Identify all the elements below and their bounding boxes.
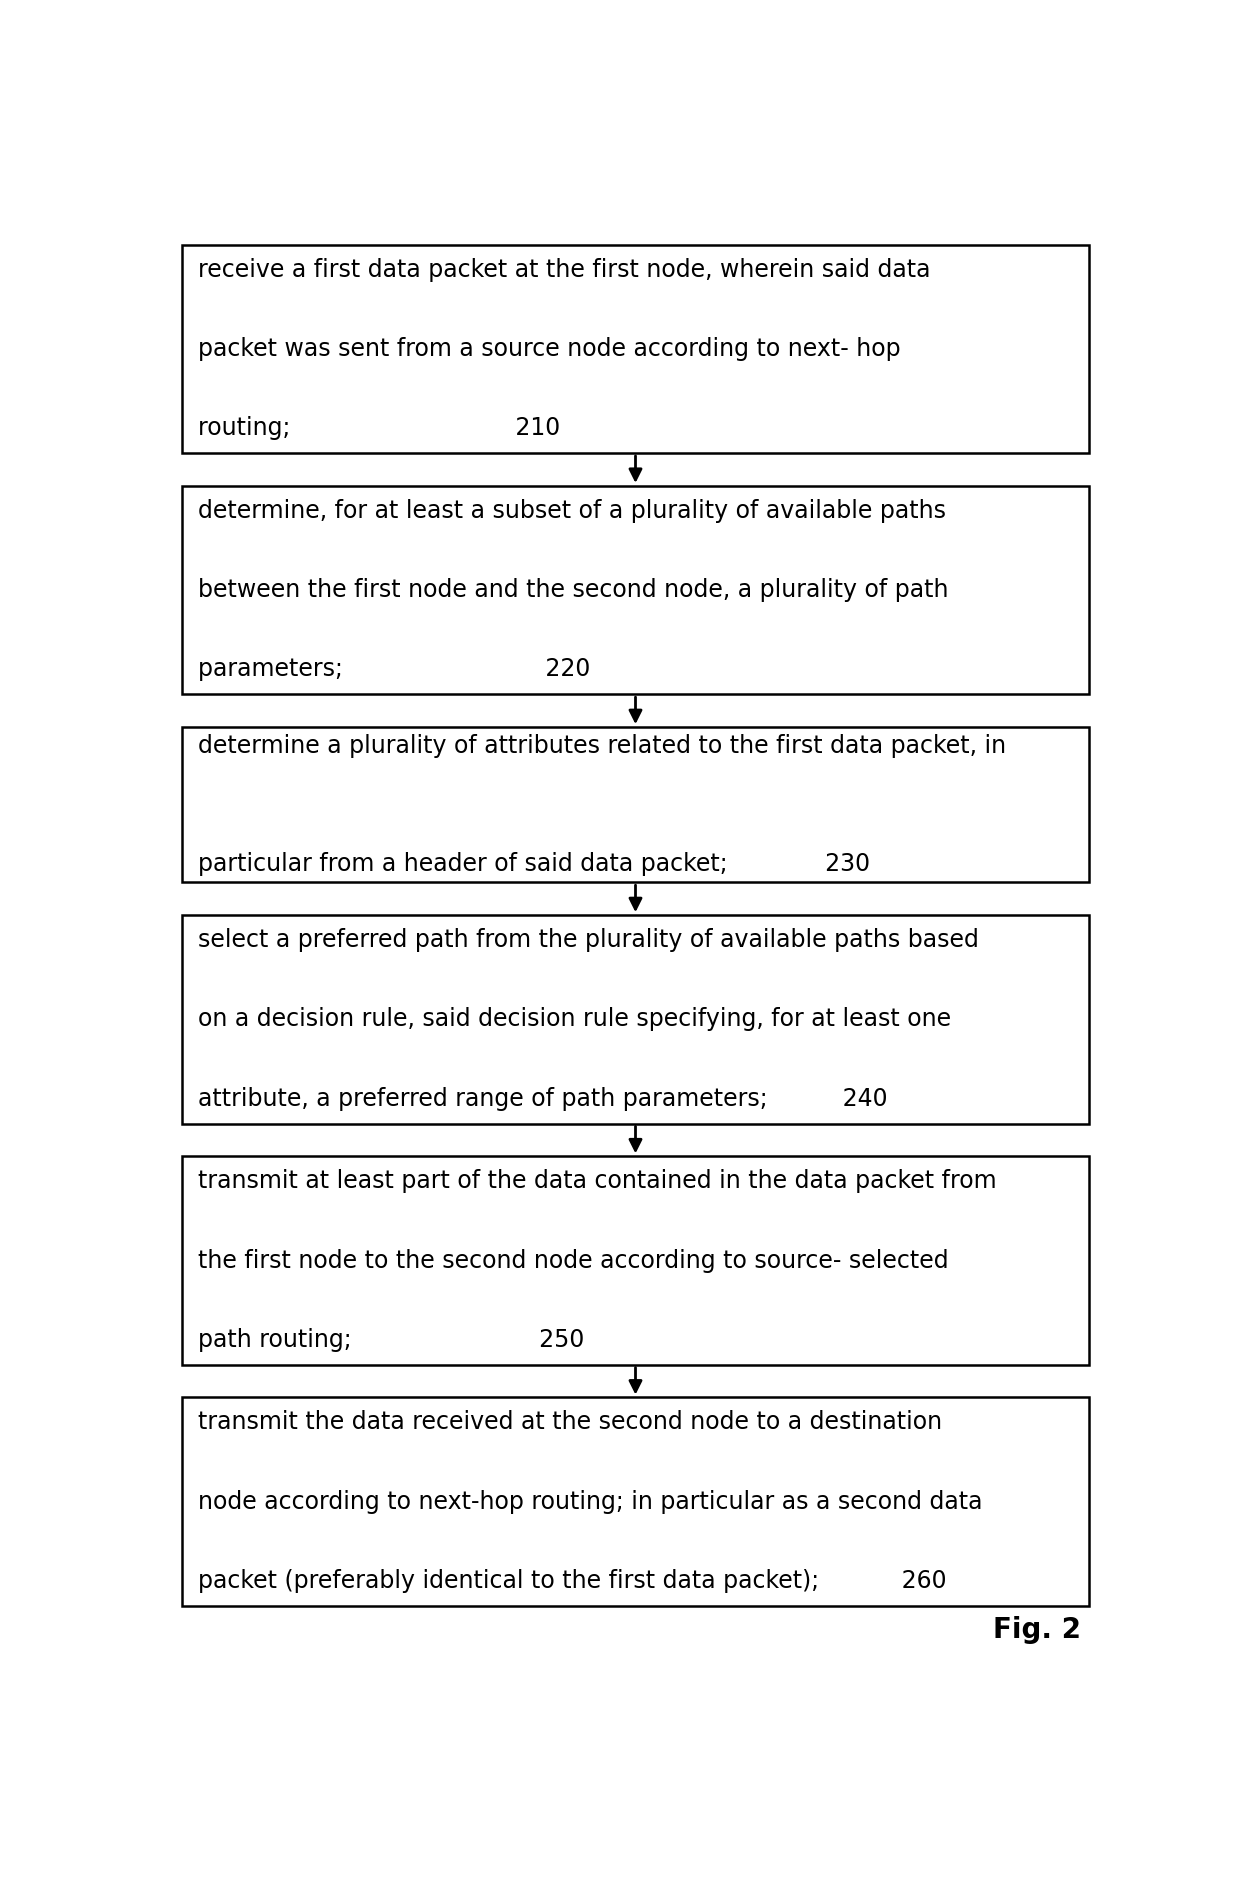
Text: path routing;                         250: path routing; 250 xyxy=(197,1328,584,1352)
Text: routing;                              210: routing; 210 xyxy=(197,417,560,439)
Text: particular from a header of said data packet;             230: particular from a header of said data pa… xyxy=(197,853,869,875)
Text: the first node to the second node according to source- selected: the first node to the second node accord… xyxy=(197,1249,949,1273)
Text: packet was sent from a source node according to next- hop: packet was sent from a source node accor… xyxy=(197,336,900,361)
Text: attribute, a preferred range of path parameters;          240: attribute, a preferred range of path par… xyxy=(197,1087,888,1110)
Text: select a preferred path from the plurality of available paths based: select a preferred path from the plurali… xyxy=(197,928,978,952)
Bar xyxy=(182,1397,1089,1606)
Bar xyxy=(182,727,1089,883)
Text: Fig. 2: Fig. 2 xyxy=(993,1617,1081,1645)
Text: determine, for at least a subset of a plurality of available paths: determine, for at least a subset of a pl… xyxy=(197,500,946,522)
Text: parameters;                           220: parameters; 220 xyxy=(197,657,590,682)
Text: determine a plurality of attributes related to the first data packet, in: determine a plurality of attributes rela… xyxy=(197,734,1006,757)
Bar xyxy=(182,244,1089,453)
Text: receive a first data packet at the first node, wherein said data: receive a first data packet at the first… xyxy=(197,257,930,282)
Text: transmit the data received at the second node to a destination: transmit the data received at the second… xyxy=(197,1410,941,1435)
Text: on a decision rule, said decision rule specifying, for at least one: on a decision rule, said decision rule s… xyxy=(197,1007,951,1031)
Text: packet (preferably identical to the first data packet);           260: packet (preferably identical to the firs… xyxy=(197,1568,946,1593)
Bar xyxy=(182,486,1089,695)
Text: between the first node and the second node, a plurality of path: between the first node and the second no… xyxy=(197,578,949,603)
Text: transmit at least part of the data contained in the data packet from: transmit at least part of the data conta… xyxy=(197,1170,996,1193)
Text: node according to next-hop routing; in particular as a second data: node according to next-hop routing; in p… xyxy=(197,1489,982,1514)
Bar xyxy=(182,1157,1089,1365)
Bar xyxy=(182,915,1089,1123)
